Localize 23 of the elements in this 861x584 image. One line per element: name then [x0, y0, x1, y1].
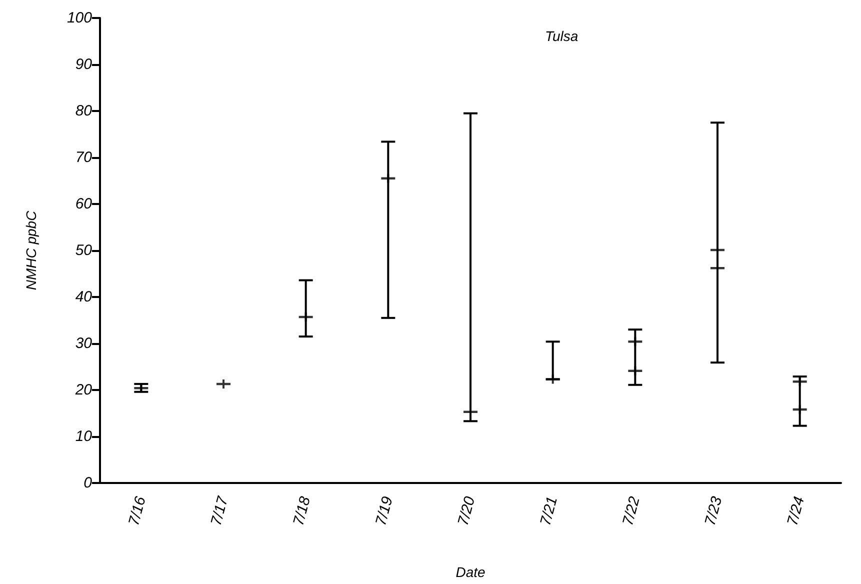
y-tick-label: 50 [75, 242, 93, 259]
y-tick-label: 100 [66, 10, 93, 26]
x-tick-label: 7/19 [372, 494, 397, 528]
x-tick-label: 7/21 [537, 494, 562, 528]
x-axis-title: Date [456, 564, 486, 580]
y-tick-label: 0 [84, 474, 93, 492]
y-tick-label: 80 [75, 102, 93, 120]
y-tick-label: 20 [74, 382, 93, 398]
y-tick-label: 40 [75, 288, 93, 306]
x-tick-label: 7/20 [454, 494, 479, 528]
y-tick-label: 70 [75, 149, 93, 166]
x-tick-label: 7/17 [208, 494, 232, 528]
x-tick-label: 7/23 [702, 494, 726, 528]
x-tick-label: 7/16 [125, 494, 150, 528]
y-axis-title: NMHC ppbC [23, 210, 39, 290]
text: Tulsa [545, 28, 578, 44]
x-tick-label: 7/18 [290, 494, 314, 528]
x-tick-label: 7/22 [619, 494, 644, 528]
y-tick-label: 60 [75, 196, 93, 212]
y-tick-label: 90 [75, 56, 93, 73]
y-tick-label: 30 [75, 335, 93, 352]
x-tick-label: 7/24 [784, 494, 808, 528]
y-tick-label: 10 [75, 428, 93, 445]
